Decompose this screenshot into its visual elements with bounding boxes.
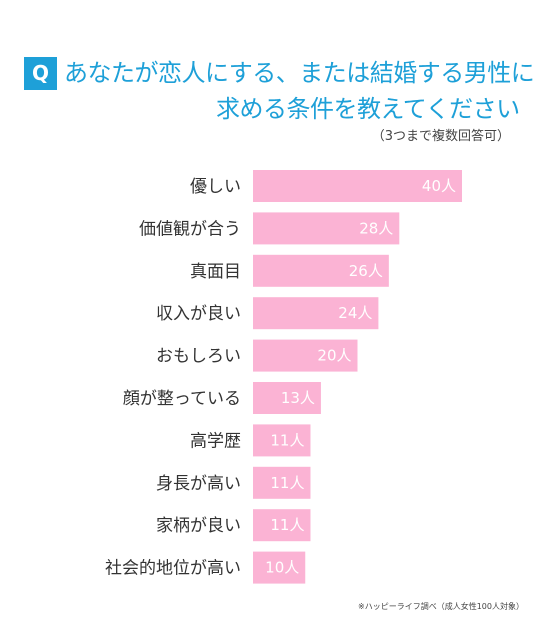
chart-title-line-1: あなたが恋人にする、または結婚する男性に xyxy=(64,59,535,87)
bar-1 xyxy=(253,170,462,202)
source-footnote: ※ハッピーライフ調べ（成人女性100人対象） xyxy=(358,602,524,611)
category-label-3: 真面目 xyxy=(190,262,241,282)
category-label-8: 身長が高い xyxy=(156,474,241,494)
bar-4 xyxy=(253,297,379,330)
bar-10 xyxy=(253,551,306,584)
chart-subtitle: （3つまで複数回答可） xyxy=(371,129,510,144)
value-label-5: 20人 xyxy=(317,347,351,365)
value-label-4: 24人 xyxy=(338,304,372,322)
bar-7 xyxy=(253,424,311,457)
bar-2 xyxy=(253,212,400,245)
bar-8 xyxy=(253,466,311,499)
value-label-10: 10人 xyxy=(265,559,299,577)
value-label-3: 26人 xyxy=(349,262,383,280)
category-label-2: 価値観が合う xyxy=(139,219,241,239)
value-label-6: 13人 xyxy=(281,389,315,407)
bar-5 xyxy=(253,339,358,372)
category-label-9: 家柄が良い xyxy=(156,516,241,536)
category-label-10: 社会的地位が高い xyxy=(105,559,241,579)
question-badge: Q xyxy=(24,57,57,90)
value-label-9: 11人 xyxy=(270,516,304,534)
category-label-6: 顔が整っている xyxy=(123,389,241,409)
category-label-7: 高学歴 xyxy=(190,431,241,451)
value-label-8: 11人 xyxy=(270,474,304,492)
value-label-1: 40人 xyxy=(422,177,456,195)
bar-6 xyxy=(253,382,321,414)
bar-3 xyxy=(253,254,389,287)
bar-9 xyxy=(253,509,311,542)
category-label-4: 収入が良い xyxy=(156,304,241,324)
category-label-5: おもしろい xyxy=(156,347,241,367)
value-label-7: 11人 xyxy=(270,431,304,449)
value-label-2: 28人 xyxy=(359,219,393,237)
category-label-1: 優しい xyxy=(190,177,241,197)
chart-title-line-2: 求める条件を教えてください xyxy=(216,95,520,123)
